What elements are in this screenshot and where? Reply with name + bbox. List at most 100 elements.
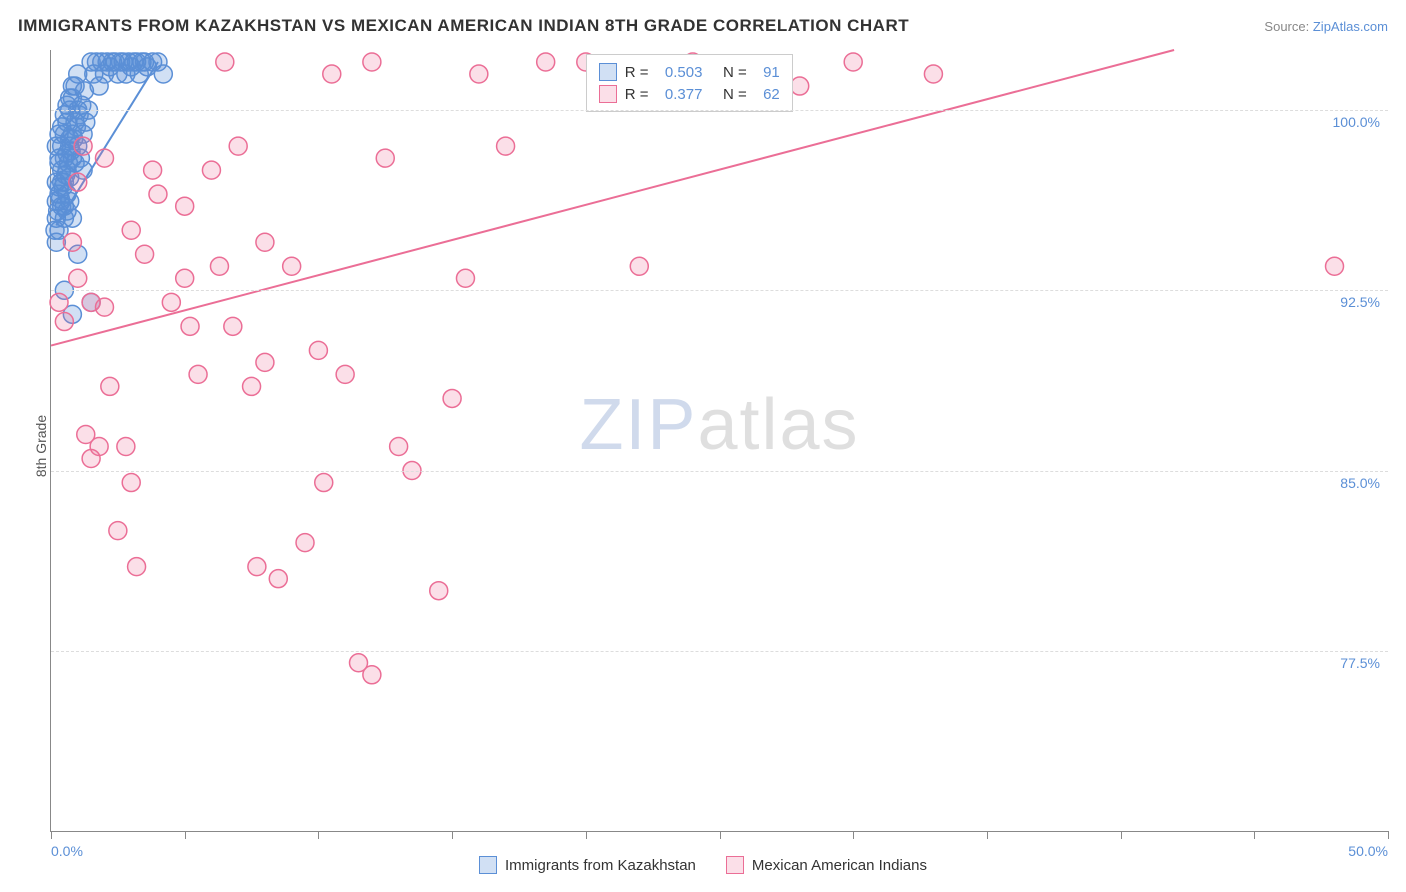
x-tick xyxy=(185,831,186,839)
data-point xyxy=(336,365,354,383)
legend-item: Immigrants from Kazakhstan xyxy=(479,856,696,874)
y-tick-label: 100.0% xyxy=(1333,114,1380,130)
y-tick-label: 85.0% xyxy=(1340,475,1380,491)
source-link[interactable]: ZipAtlas.com xyxy=(1313,19,1388,34)
data-point xyxy=(154,65,172,83)
data-point xyxy=(202,161,220,179)
stats-legend-row: R = 0.503 N = 91 xyxy=(599,61,780,83)
data-point xyxy=(162,293,180,311)
legend-label: Mexican American Indians xyxy=(752,857,927,874)
data-point xyxy=(323,65,341,83)
data-point xyxy=(63,209,81,227)
legend-label: Immigrants from Kazakhstan xyxy=(505,857,696,874)
x-tick xyxy=(1388,831,1389,839)
data-point xyxy=(256,233,274,251)
data-point xyxy=(181,317,199,335)
data-point xyxy=(497,137,515,155)
chart-title: IMMIGRANTS FROM KAZAKHSTAN VS MEXICAN AM… xyxy=(18,16,909,36)
series-legend: Immigrants from Kazakhstan Mexican Americ… xyxy=(0,856,1406,874)
x-tick xyxy=(987,831,988,839)
n-value: 91 xyxy=(763,64,780,81)
x-tick xyxy=(1254,831,1255,839)
x-tick xyxy=(452,831,453,839)
x-tick xyxy=(318,831,319,839)
data-point xyxy=(50,293,68,311)
data-point xyxy=(55,313,73,331)
scatter-chart: ZIPatlas R = 0.503 N = 91R = 0.377 N = 6… xyxy=(50,50,1388,832)
data-point xyxy=(470,65,488,83)
data-point xyxy=(269,570,287,588)
data-point xyxy=(456,269,474,287)
x-tick xyxy=(853,831,854,839)
data-point xyxy=(443,389,461,407)
data-point xyxy=(75,82,93,100)
data-point xyxy=(283,257,301,275)
data-point xyxy=(363,53,381,71)
legend-swatch xyxy=(479,856,497,874)
legend-swatch xyxy=(726,856,744,874)
data-point xyxy=(74,137,92,155)
data-point xyxy=(122,474,140,492)
data-point xyxy=(69,269,87,287)
data-point xyxy=(309,341,327,359)
gridline xyxy=(51,290,1388,291)
x-tick xyxy=(586,831,587,839)
data-point xyxy=(216,53,234,71)
gridline xyxy=(51,471,1388,472)
y-tick-label: 92.5% xyxy=(1340,294,1380,310)
data-point xyxy=(430,582,448,600)
plot-svg xyxy=(51,50,1388,831)
gridline xyxy=(51,110,1388,111)
legend-item: Mexican American Indians xyxy=(726,856,927,874)
data-point xyxy=(924,65,942,83)
data-point xyxy=(122,221,140,239)
data-point xyxy=(390,438,408,456)
data-point xyxy=(149,185,167,203)
data-point xyxy=(109,522,127,540)
r-label: R = xyxy=(625,86,657,103)
data-point xyxy=(95,149,113,167)
data-point xyxy=(176,269,194,287)
n-value: 62 xyxy=(763,86,780,103)
data-point xyxy=(243,377,261,395)
chart-header: IMMIGRANTS FROM KAZAKHSTAN VS MEXICAN AM… xyxy=(0,0,1406,40)
data-point xyxy=(376,149,394,167)
data-point xyxy=(69,173,87,191)
n-label: N = xyxy=(710,64,755,81)
gridline xyxy=(51,651,1388,652)
r-label: R = xyxy=(625,64,657,81)
data-point xyxy=(210,257,228,275)
legend-swatch xyxy=(599,63,617,81)
chart-source: Source: ZipAtlas.com xyxy=(1264,19,1388,34)
data-point xyxy=(1326,257,1344,275)
y-tick-label: 77.5% xyxy=(1340,655,1380,671)
data-point xyxy=(630,257,648,275)
stats-legend-row: R = 0.377 N = 62 xyxy=(599,83,780,105)
data-point xyxy=(63,233,81,251)
data-point xyxy=(248,558,266,576)
data-point xyxy=(363,666,381,684)
x-tick xyxy=(1121,831,1122,839)
data-point xyxy=(229,137,247,155)
stats-legend: R = 0.503 N = 91R = 0.377 N = 62 xyxy=(586,54,793,112)
data-point xyxy=(101,377,119,395)
data-point xyxy=(315,474,333,492)
legend-swatch xyxy=(599,85,617,103)
data-point xyxy=(844,53,862,71)
data-point xyxy=(136,245,154,263)
r-value: 0.503 xyxy=(665,64,703,81)
data-point xyxy=(90,438,108,456)
data-point xyxy=(791,77,809,95)
data-point xyxy=(189,365,207,383)
data-point xyxy=(537,53,555,71)
n-label: N = xyxy=(710,86,755,103)
x-tick xyxy=(51,831,52,839)
x-tick xyxy=(720,831,721,839)
y-axis-label: 8th Grade xyxy=(33,415,49,477)
r-value: 0.377 xyxy=(665,86,703,103)
data-point xyxy=(144,161,162,179)
data-point xyxy=(117,438,135,456)
data-point xyxy=(95,298,113,316)
data-point xyxy=(296,534,314,552)
data-point xyxy=(224,317,242,335)
